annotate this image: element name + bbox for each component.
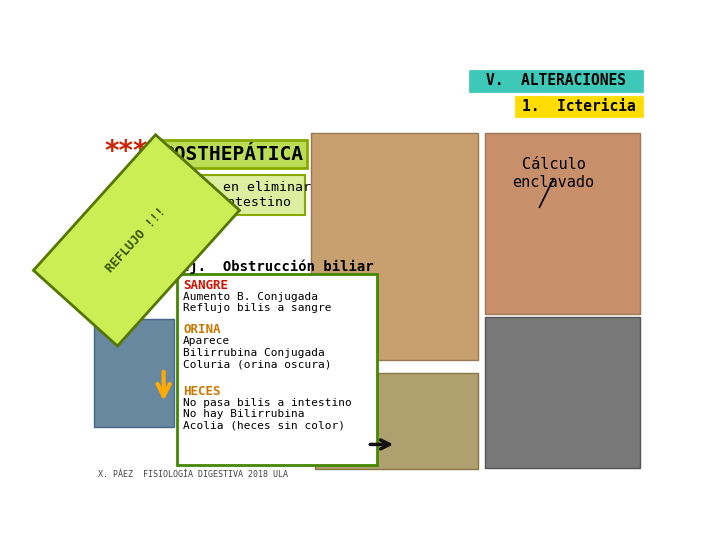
Text: Aparece: Aparece xyxy=(183,336,230,346)
Text: Cálculo
enclavado: Cálculo enclavado xyxy=(513,157,595,190)
Bar xyxy=(181,175,305,215)
Text: Reflujo bilis a sangre: Reflujo bilis a sangre xyxy=(183,303,331,313)
Bar xyxy=(315,373,477,469)
Text: Ej.  Obstrucción biliar: Ej. Obstrucción biliar xyxy=(181,259,374,274)
Text: No pasa bilis a intestino: No pasa bilis a intestino xyxy=(183,398,352,408)
Text: Falla en eliminar
al intestino: Falla en eliminar al intestino xyxy=(176,181,312,209)
Text: 1.  Ictericia: 1. Ictericia xyxy=(522,99,636,114)
Text: Aumento B. Conjugada: Aumento B. Conjugada xyxy=(183,292,318,301)
Text: V.  ALTERACIONES: V. ALTERACIONES xyxy=(486,73,626,89)
Text: SANGRE: SANGRE xyxy=(183,279,228,292)
Text: REFLUJO !!!: REFLUJO !!! xyxy=(104,205,169,275)
Text: No hay Bilirrubina: No hay Bilirrubina xyxy=(183,409,305,420)
Bar xyxy=(485,318,640,468)
Bar xyxy=(516,97,642,116)
Bar xyxy=(158,140,307,168)
Text: POSTHEPÁTICA: POSTHEPÁTICA xyxy=(162,145,303,164)
Text: ORINA: ORINA xyxy=(183,323,220,336)
Text: X. PÁEZ  FISIOLOGÍA DIGESTIVA 2018 ULA: X. PÁEZ FISIOLOGÍA DIGESTIVA 2018 ULA xyxy=(98,470,288,479)
Bar xyxy=(469,71,642,91)
Bar xyxy=(94,319,174,427)
Text: HECES: HECES xyxy=(183,385,220,398)
Bar xyxy=(177,274,377,465)
Text: Acolia (heces sin color): Acolia (heces sin color) xyxy=(183,421,345,431)
Text: Bilirrubina Conjugada: Bilirrubina Conjugada xyxy=(183,348,325,358)
Bar xyxy=(485,132,640,314)
Text: Coluria (orina oscura): Coluria (orina oscura) xyxy=(183,359,331,369)
Bar xyxy=(311,132,477,360)
Text: ***: *** xyxy=(104,138,148,166)
